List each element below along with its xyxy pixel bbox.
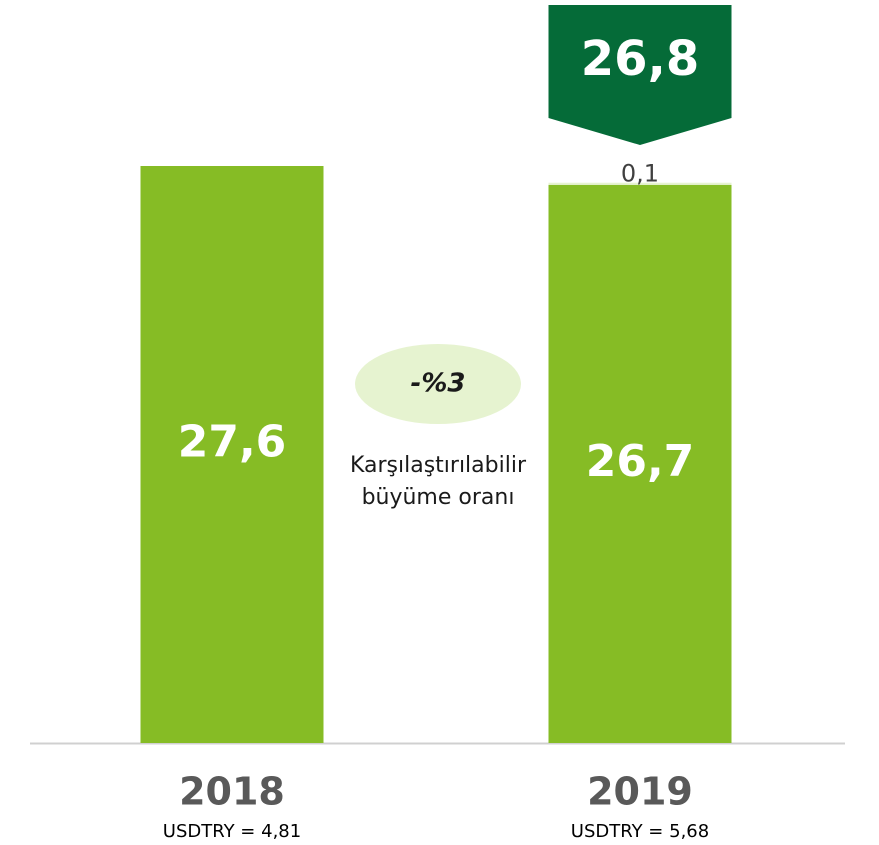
total-label: 26,8 [581,31,699,87]
category-label: 2018 [179,770,285,814]
total-callout [548,5,732,145]
bar-value-label: 26,7 [586,436,695,487]
category-note: USDTRY = 4,81 [163,821,301,842]
bar-value-label: 27,6 [178,417,287,468]
growth-caption: Karşılaştırılabilir [350,453,527,478]
category-note: USDTRY = 5,68 [571,821,709,842]
growth-bubble [355,344,521,424]
growth-label: -%3 [411,369,466,399]
bar-segment [548,184,732,744]
growth-caption: büyüme oranı [362,485,515,510]
bar-segment [548,182,732,185]
segment-value-label: 0,1 [621,160,659,188]
bar-segment [140,166,324,743]
category-label: 2019 [587,770,693,814]
